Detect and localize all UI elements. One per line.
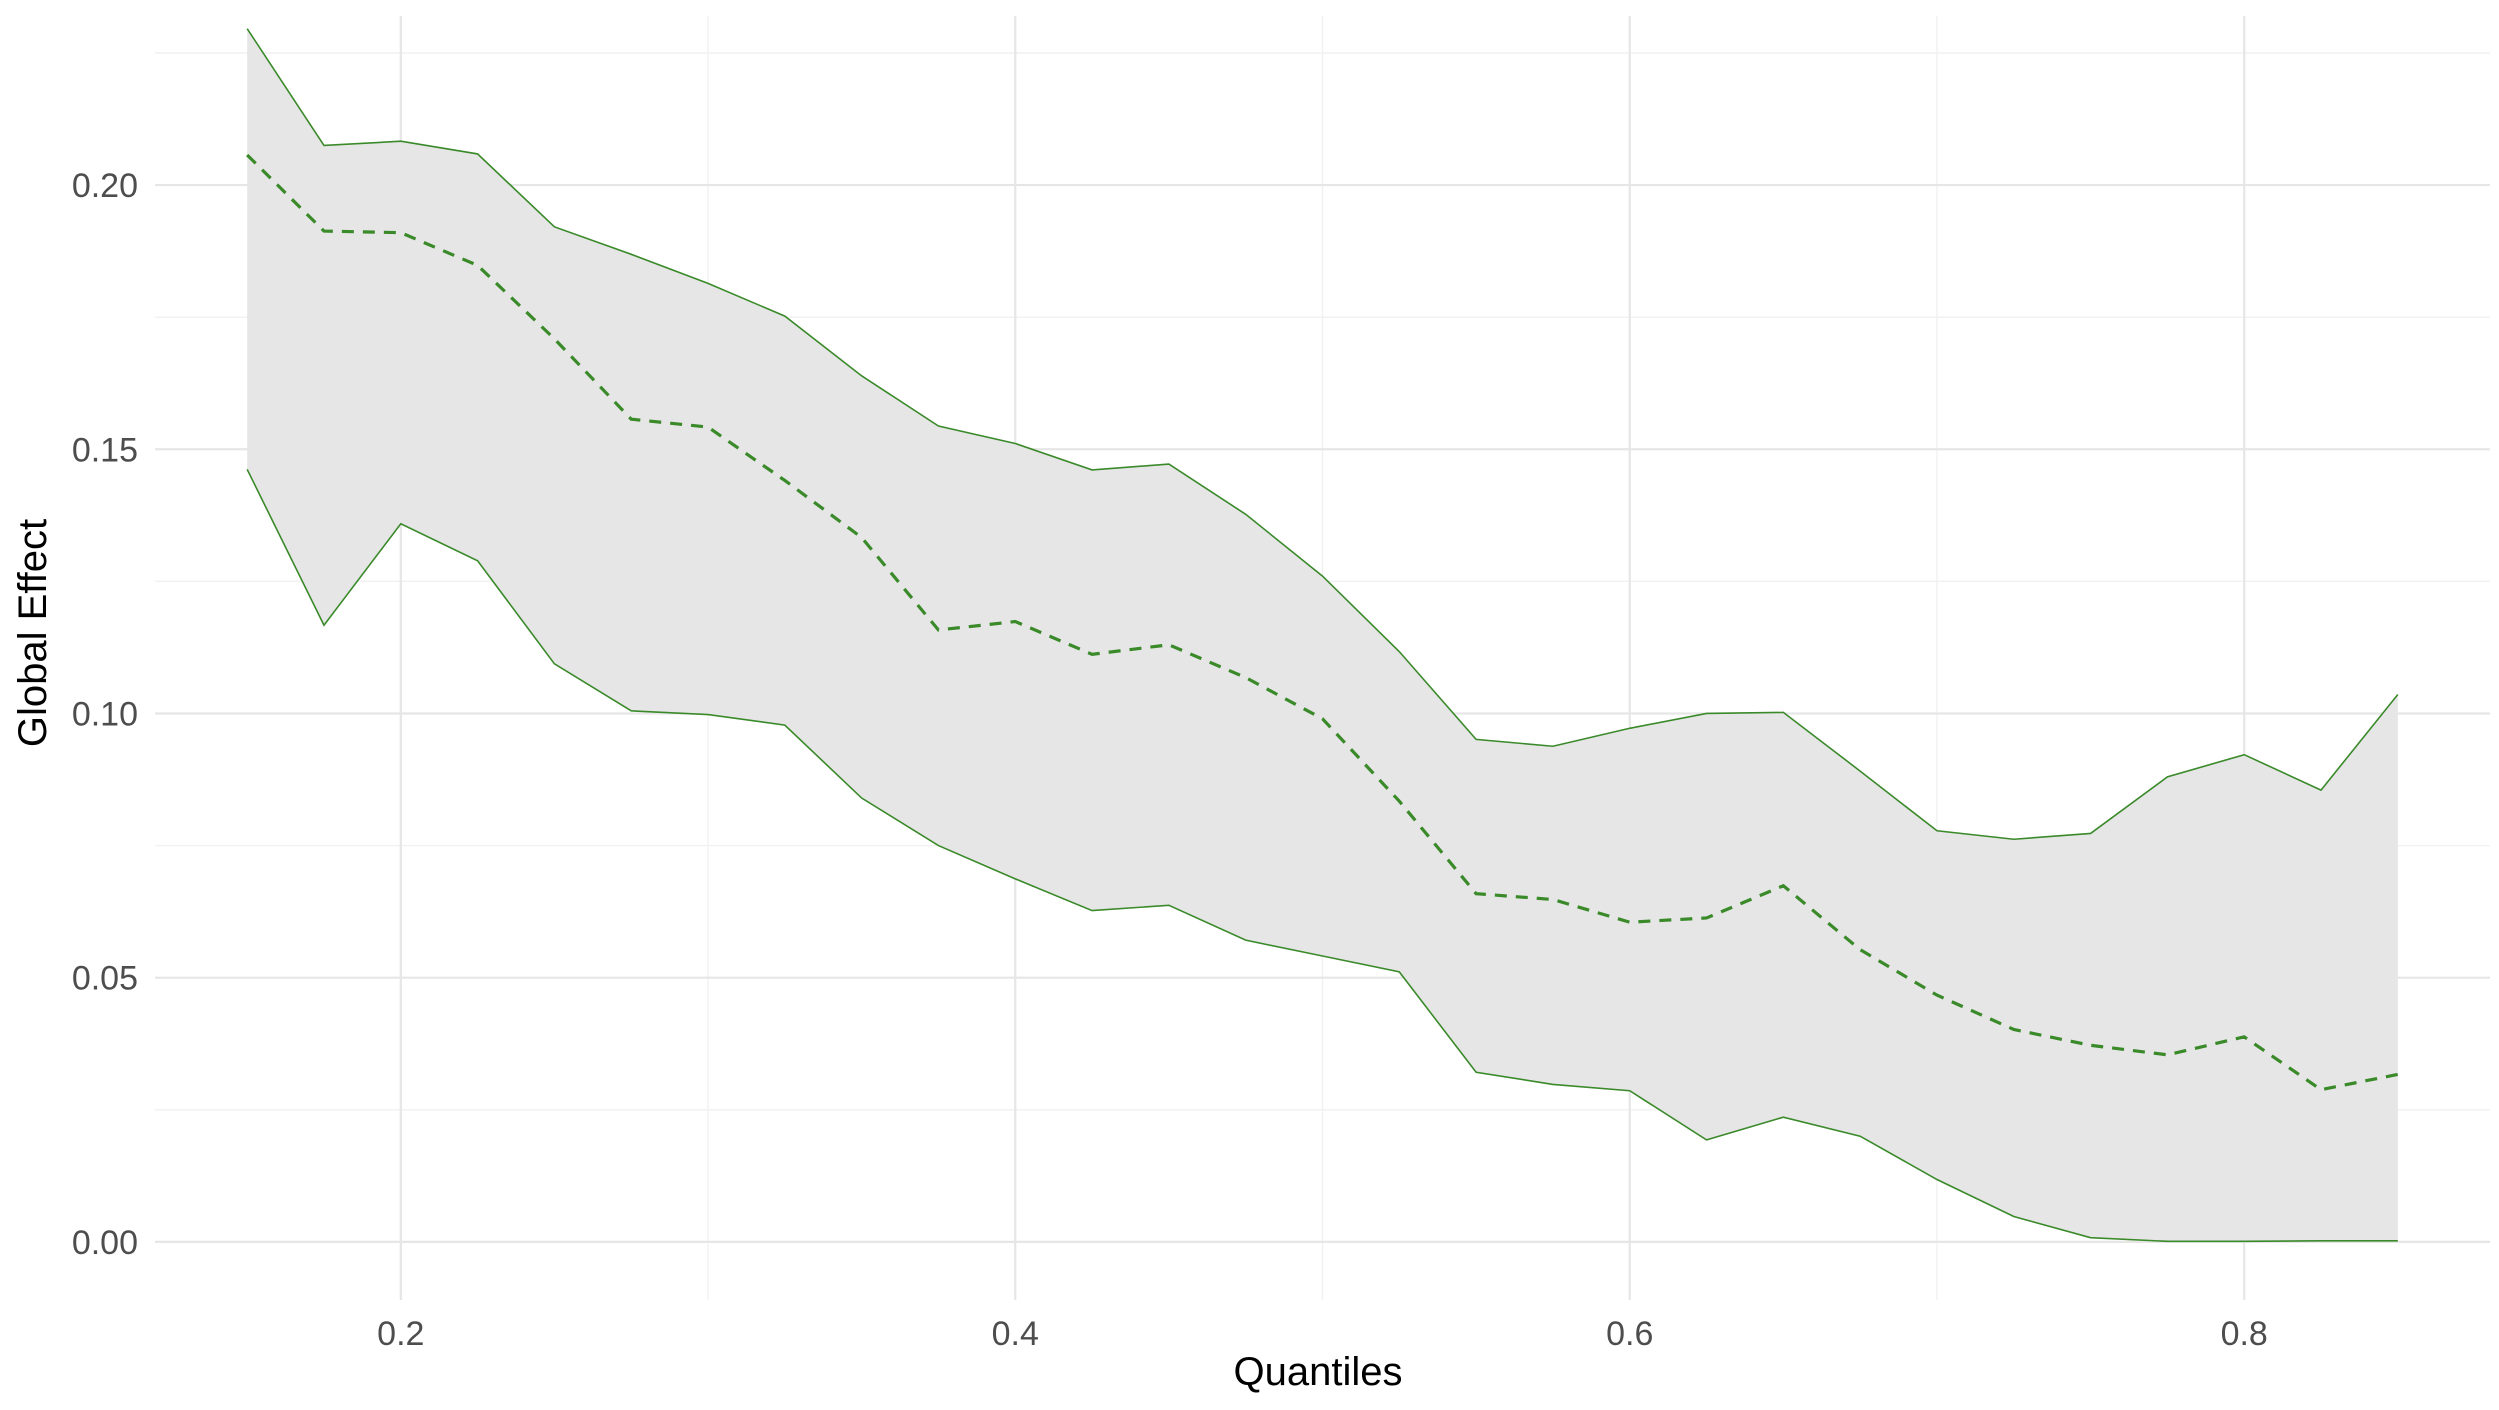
y-tick-label-0: 0.00 <box>72 1224 138 1262</box>
y-tick-label-1: 0.05 <box>72 960 138 998</box>
upper-bound-line <box>246 28 2399 841</box>
y-tick-label-3: 0.15 <box>72 431 138 469</box>
y-tick-label-2: 0.10 <box>72 695 138 733</box>
y-tick-label-4: 0.20 <box>72 167 138 205</box>
x-tick-label-3: 0.8 <box>2221 1315 2268 1353</box>
x-tick-label-2: 0.6 <box>1606 1315 1653 1353</box>
x-tick-label-0: 0.2 <box>377 1315 424 1353</box>
y-axis-title: Global Effect <box>11 519 55 747</box>
estimate-dashed-line <box>246 153 2399 1092</box>
x-axis-tick-labels: 0.2 0.4 0.6 0.8 <box>377 1315 2268 1353</box>
y-axis-tick-labels: 0.00 0.05 0.10 0.15 0.20 <box>72 167 138 1262</box>
x-axis-title: Quantiles <box>1234 1350 1403 1394</box>
confidence-ribbon <box>247 28 2398 1242</box>
x-tick-label-1: 0.4 <box>992 1315 1039 1353</box>
lower-bound-line <box>246 469 2398 1243</box>
